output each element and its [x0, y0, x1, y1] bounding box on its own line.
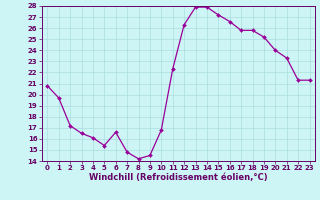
X-axis label: Windchill (Refroidissement éolien,°C): Windchill (Refroidissement éolien,°C) — [89, 173, 268, 182]
